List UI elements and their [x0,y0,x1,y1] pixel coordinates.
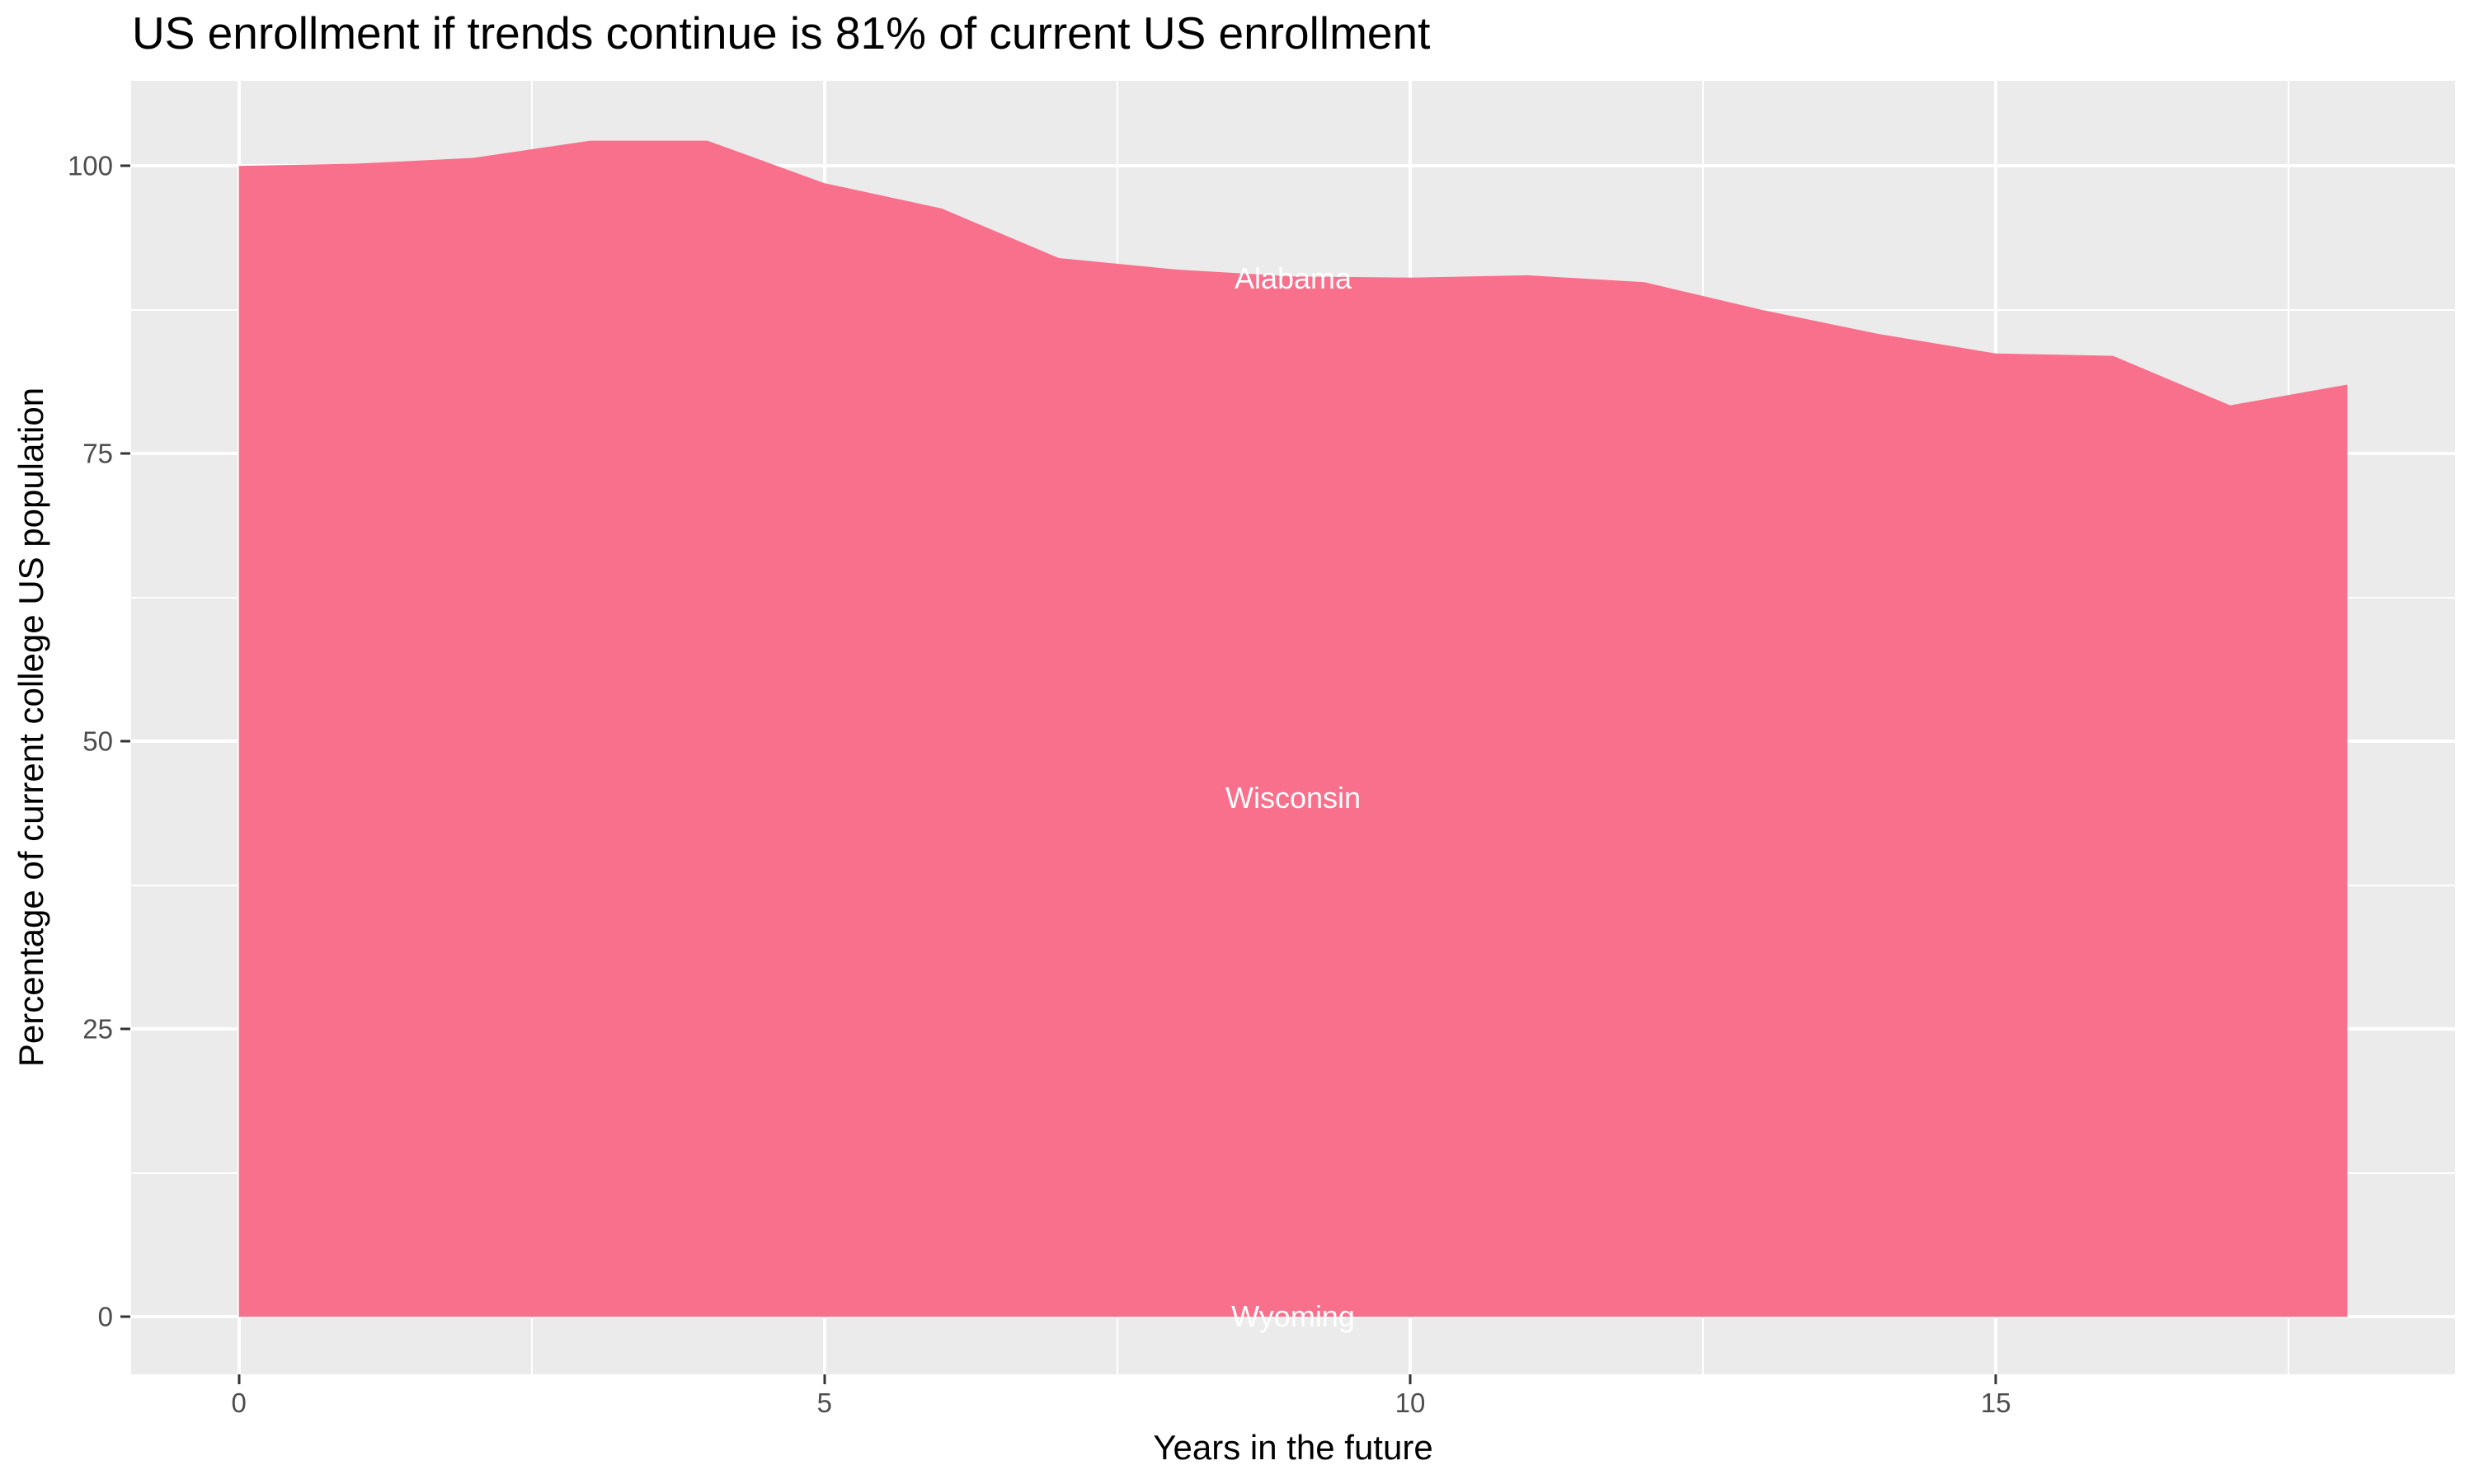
y-axis: 0 25 50 75 100 [0,81,131,1374]
y-tick-mark [120,740,130,743]
y-gridline-major [131,1315,2455,1319]
y-gridline-major [131,164,2455,168]
state-label-alabama: Alabama [1234,261,1352,296]
x-tick-mark [1994,1374,1997,1384]
state-label-wisconsin: Wisconsin [1225,780,1362,815]
x-tick-label: 10 [1395,1388,1426,1418]
y-tick-label: 0 [97,1301,113,1332]
x-tick-label: 5 [816,1388,833,1418]
plot-panel: Alabama Wisconsin Wyoming [131,81,2455,1374]
enrollment-area [238,140,2348,1317]
x-tick-mark [1409,1374,1412,1384]
y-tick-label: 100 [67,150,113,181]
y-tick-label: 50 [82,726,113,757]
x-tick-label: 0 [231,1388,247,1418]
x-tick-mark [823,1374,826,1384]
y-tick-mark [120,452,130,455]
x-axis: 0 5 10 15 [131,1374,2455,1484]
y-tick-mark [120,1027,130,1031]
x-tick-label: 15 [1980,1388,2011,1418]
y-tick-mark [120,1315,130,1318]
y-tick-label: 75 [82,438,113,469]
x-axis-title: Years in the future [1153,1428,1433,1467]
chart-title: US enrollment if trends continue is 81% … [132,7,1431,59]
state-label-wyoming: Wyoming [1231,1299,1355,1334]
y-tick-label: 25 [82,1013,113,1045]
x-gridline-major [237,81,241,1374]
y-tick-mark [120,164,130,167]
x-tick-mark [238,1374,241,1384]
area-chart [238,140,2348,1317]
